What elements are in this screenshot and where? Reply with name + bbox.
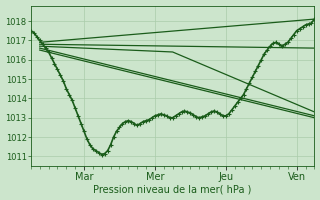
X-axis label: Pression niveau de la mer( hPa ): Pression niveau de la mer( hPa ) <box>93 184 252 194</box>
